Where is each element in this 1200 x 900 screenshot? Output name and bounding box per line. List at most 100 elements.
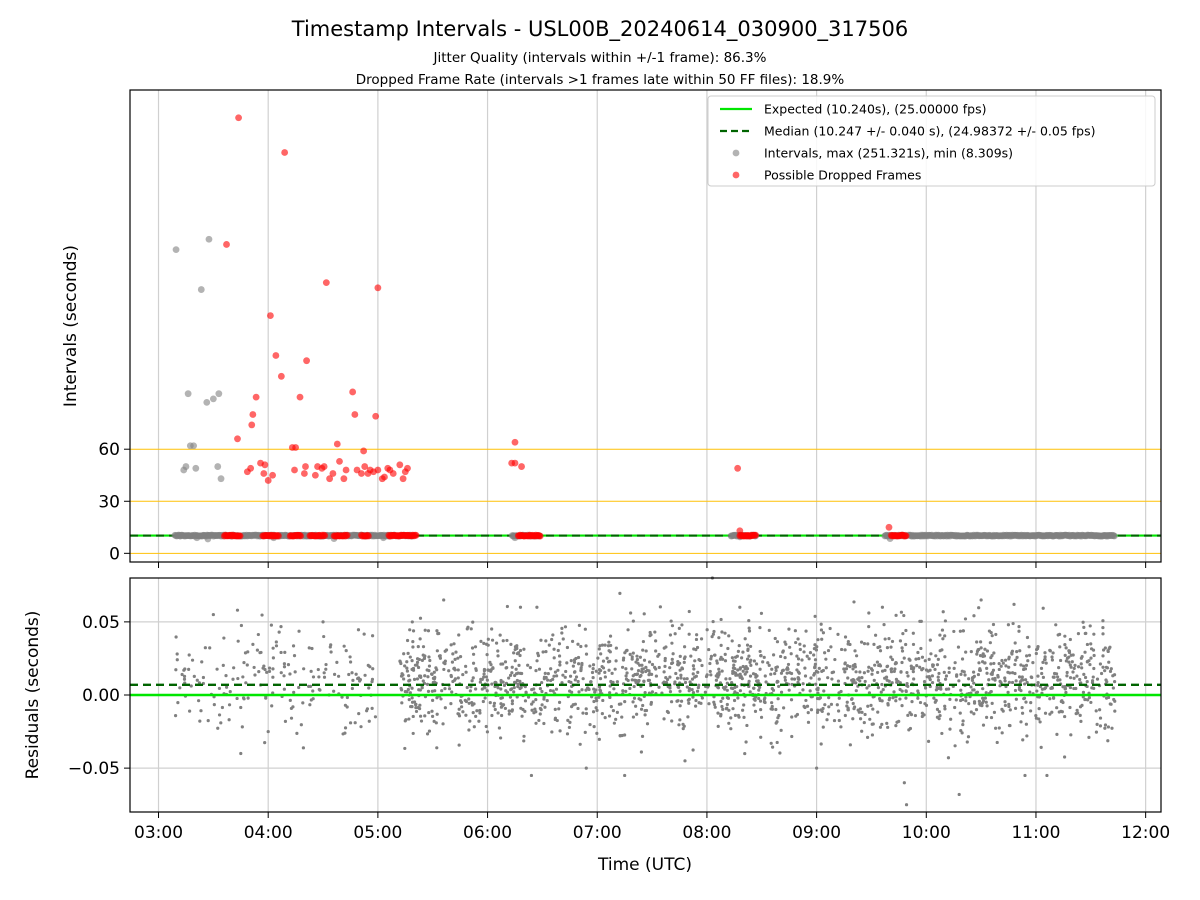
residual-point (410, 700, 415, 704)
residual-point (815, 687, 819, 691)
residual-point (501, 680, 505, 684)
residual-point (435, 696, 439, 700)
residual-point (532, 687, 536, 691)
residual-point (725, 688, 729, 692)
residual-point (858, 679, 862, 683)
residual-point (954, 698, 958, 702)
residual-point (478, 708, 482, 713)
residual-point (324, 662, 328, 667)
residual-point (719, 699, 723, 704)
residual-point (568, 720, 572, 724)
residual-point (930, 674, 934, 678)
residual-point (839, 689, 843, 694)
residual-point (989, 690, 993, 694)
residual-point (883, 676, 887, 680)
residual-point (882, 623, 886, 627)
residual-point (550, 730, 554, 734)
residual-point (894, 724, 898, 728)
residual-point (865, 735, 870, 739)
residual-point (728, 677, 732, 681)
residual-point (645, 722, 650, 726)
residual-point (887, 698, 891, 702)
residual-point (536, 651, 540, 655)
residual-point (1085, 642, 1090, 647)
dropped-frame-point (235, 114, 242, 122)
residual-point (175, 658, 179, 662)
residual-point (1000, 731, 1004, 735)
residual-point (1041, 675, 1045, 679)
residual-point (818, 696, 822, 700)
residual-point (797, 671, 801, 675)
residual-point (990, 701, 994, 705)
residual-point (464, 713, 468, 717)
residual-point (597, 737, 601, 741)
residual-point (716, 724, 720, 728)
residual-point (679, 673, 683, 677)
residual-point (1003, 700, 1007, 704)
residual-point (550, 637, 554, 642)
residual-point (664, 675, 668, 680)
residual-point (235, 696, 239, 701)
residual-point (618, 591, 622, 596)
residual-point (758, 667, 762, 671)
residual-point (565, 661, 569, 665)
residual-point (641, 639, 645, 644)
residual-point (759, 735, 763, 739)
residual-point (541, 650, 545, 654)
residual-point (782, 706, 786, 710)
residual-point (975, 652, 979, 656)
residual-point (474, 714, 478, 718)
residual-point (1065, 656, 1070, 660)
residual-point (820, 637, 824, 641)
residual-point (995, 740, 999, 745)
residual-point (862, 720, 866, 725)
residual-point (577, 623, 581, 627)
residual-point (879, 690, 883, 694)
residual-point (615, 710, 619, 714)
residual-point (522, 647, 526, 651)
residual-point (565, 732, 570, 736)
x-tick-label-6: 06:00 (463, 823, 512, 843)
residual-point (977, 606, 981, 610)
residual-point (789, 698, 794, 702)
residual-point (348, 721, 353, 725)
residual-point (402, 677, 406, 681)
residual-point (310, 646, 314, 651)
residual-point (332, 689, 336, 693)
residual-point (860, 710, 864, 714)
residual-point (474, 687, 478, 691)
residual-point (557, 707, 561, 711)
residual-point (505, 638, 509, 643)
residual-point (967, 677, 971, 681)
residual-point (735, 654, 739, 658)
residual-point (597, 647, 601, 651)
residual-point (853, 662, 857, 667)
residual-point (745, 657, 750, 661)
residual-point (910, 700, 914, 704)
residual-point (558, 729, 562, 733)
residual-point (915, 664, 919, 668)
residual-point (222, 636, 226, 640)
residual-point (500, 713, 504, 718)
residual-point (182, 677, 187, 681)
residual-point (1011, 621, 1015, 626)
residual-point (485, 730, 490, 734)
residual-point (819, 622, 823, 626)
residual-point (796, 657, 801, 661)
residual-point (1029, 701, 1033, 705)
residual-point (510, 699, 515, 703)
residual-point (301, 701, 305, 705)
residual-point (731, 707, 735, 711)
residual-point (635, 712, 639, 716)
residuals-y-tick-label-0.05: 0.05 (82, 613, 120, 633)
residual-point (900, 660, 904, 665)
legend-label-2: Intervals, max (251.321s), min (8.309s) (764, 146, 1013, 161)
residual-point (737, 715, 741, 719)
residual-point (370, 680, 374, 684)
residual-point (643, 691, 647, 695)
residual-point (842, 667, 846, 671)
residual-point (740, 656, 744, 660)
residual-point (542, 721, 546, 726)
residual-point (182, 668, 186, 672)
residual-point (786, 662, 791, 667)
